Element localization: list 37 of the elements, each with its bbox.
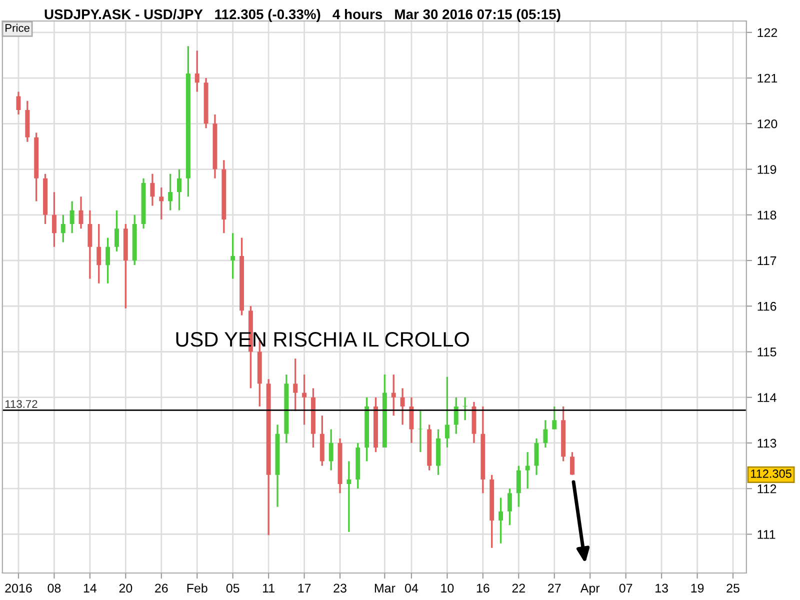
y-tick-label: 117 bbox=[758, 256, 776, 266]
x-tick-label: 2016 bbox=[5, 584, 32, 593]
text: 112.305 bbox=[751, 470, 792, 478]
x-tick-label: Apr bbox=[580, 584, 600, 596]
y-tick-label: 112 bbox=[758, 484, 776, 494]
x-tick-label: 04 bbox=[405, 584, 418, 593]
x-tick-label: 23 bbox=[334, 584, 346, 593]
y-tick-label: 118 bbox=[758, 210, 776, 220]
chart-title: USDJPY.ASK - USD/JPY 112.305 (-0.33%) 4 hours Mar 30 2016 07:15 (05:15) bbox=[44, 9, 560, 22]
x-tick-label: 22 bbox=[512, 584, 525, 592]
y-tick-label: 120 bbox=[758, 119, 778, 128]
y-tick-label: 122 bbox=[758, 28, 778, 37]
x-tick-label: 20 bbox=[119, 584, 132, 593]
x-tick-label: 14 bbox=[84, 584, 97, 592]
x-tick-label: 07 bbox=[619, 584, 632, 593]
y-tick-label: 121 bbox=[758, 74, 778, 83]
x-tick-label: 27 bbox=[548, 584, 561, 592]
y-tick-label: 111 bbox=[758, 530, 776, 539]
y-tick-label: 113 bbox=[758, 438, 776, 448]
x-tick-label: 17 bbox=[298, 584, 311, 592]
x-tick-label: Mar bbox=[374, 584, 396, 593]
y-axis-title: Price bbox=[6, 24, 30, 32]
x-tick-label: 11 bbox=[263, 584, 274, 592]
x-tick-label: 13 bbox=[656, 584, 668, 593]
x-tick-label: 08 bbox=[48, 584, 61, 593]
y-tick-label: 115 bbox=[758, 348, 776, 356]
x-tick-label: 10 bbox=[441, 584, 454, 593]
x-tick-label: 05 bbox=[226, 584, 240, 593]
x-tick-label: 26 bbox=[155, 584, 168, 593]
y-tick-label: 116 bbox=[758, 302, 776, 311]
x-tick-label: 19 bbox=[691, 584, 704, 593]
y-tick-label: 114 bbox=[758, 393, 776, 402]
y-tick-label: 119 bbox=[758, 165, 776, 174]
ref-line-label: 113.72 bbox=[5, 400, 38, 408]
x-tick-label: 16 bbox=[476, 584, 490, 593]
x-tick-label: Feb bbox=[187, 583, 208, 593]
x-tick-label: 25 bbox=[726, 584, 740, 593]
